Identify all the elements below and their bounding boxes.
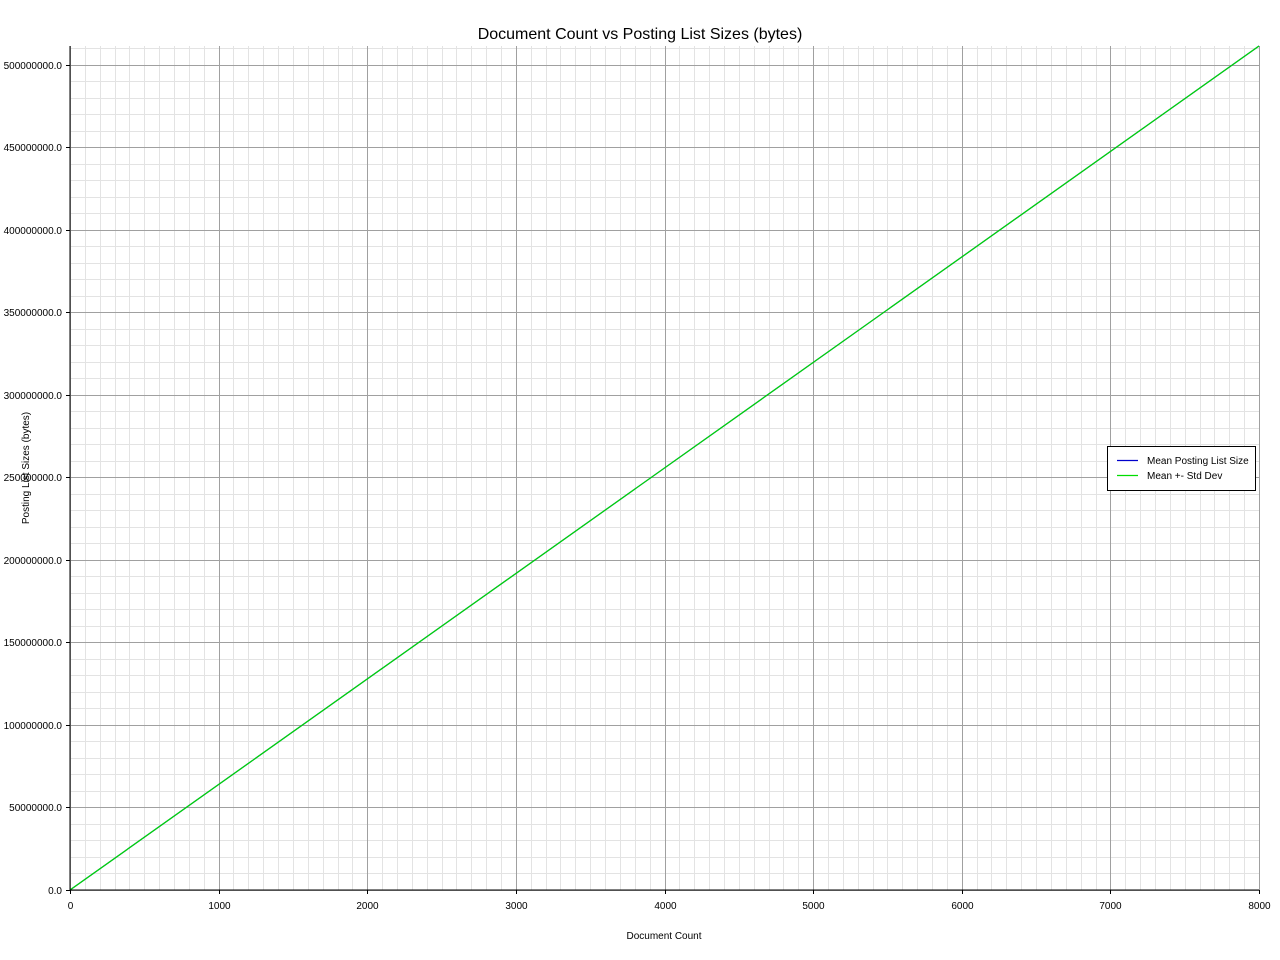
y-tick-label: 100000000.0 — [4, 721, 63, 732]
y-tick-label: 400000000.0 — [4, 226, 63, 237]
chart-title: Document Count vs Posting List Sizes (by… — [478, 26, 803, 43]
legend-label-1: Mean +- Std Dev — [1147, 471, 1222, 482]
x-tick-label: 1000 — [208, 901, 231, 912]
x-tick-label: 8000 — [1248, 901, 1271, 912]
y-tick-label: 350000000.0 — [4, 308, 63, 319]
y-tick-label: 450000000.0 — [4, 143, 63, 154]
legend-box — [1107, 446, 1256, 491]
y-tick-label: 500000000.0 — [4, 61, 63, 72]
x-axis-label: Document Count — [626, 931, 701, 942]
series-layer — [69, 45, 1260, 891]
axes — [69, 46, 1259, 891]
y-tick-label: 50000000.0 — [9, 803, 62, 814]
legend: Mean Posting List Size Mean +- Std Dev — [1107, 446, 1256, 491]
legend-label-0: Mean Posting List Size — [1147, 456, 1249, 467]
x-ticks: 0 1000 2000 3000 4000 5000 6000 7000 8000 — [68, 890, 1271, 912]
series-line-1 — [69, 45, 1260, 891]
y-tick-label: 200000000.0 — [4, 556, 63, 567]
y-tick-label: 250000000.0 — [4, 473, 63, 484]
x-tick-label: 6000 — [951, 901, 974, 912]
x-tick-label: 2000 — [356, 901, 379, 912]
x-tick-label: 0 — [68, 901, 74, 912]
y-axis-label: Posting List Sizes (bytes) — [21, 412, 32, 524]
x-tick-label: 5000 — [802, 901, 825, 912]
y-tick-label: 150000000.0 — [4, 638, 63, 649]
x-tick-label: 4000 — [654, 901, 677, 912]
y-ticks: 0.0 50000000.0 100000000.0 150000000.0 20000… — [4, 61, 70, 897]
x-tick-label: 7000 — [1099, 901, 1122, 912]
x-tick-label: 3000 — [505, 901, 528, 912]
y-tick-label: 300000000.0 — [4, 391, 63, 402]
y-tick-label: 0.0 — [48, 886, 62, 897]
